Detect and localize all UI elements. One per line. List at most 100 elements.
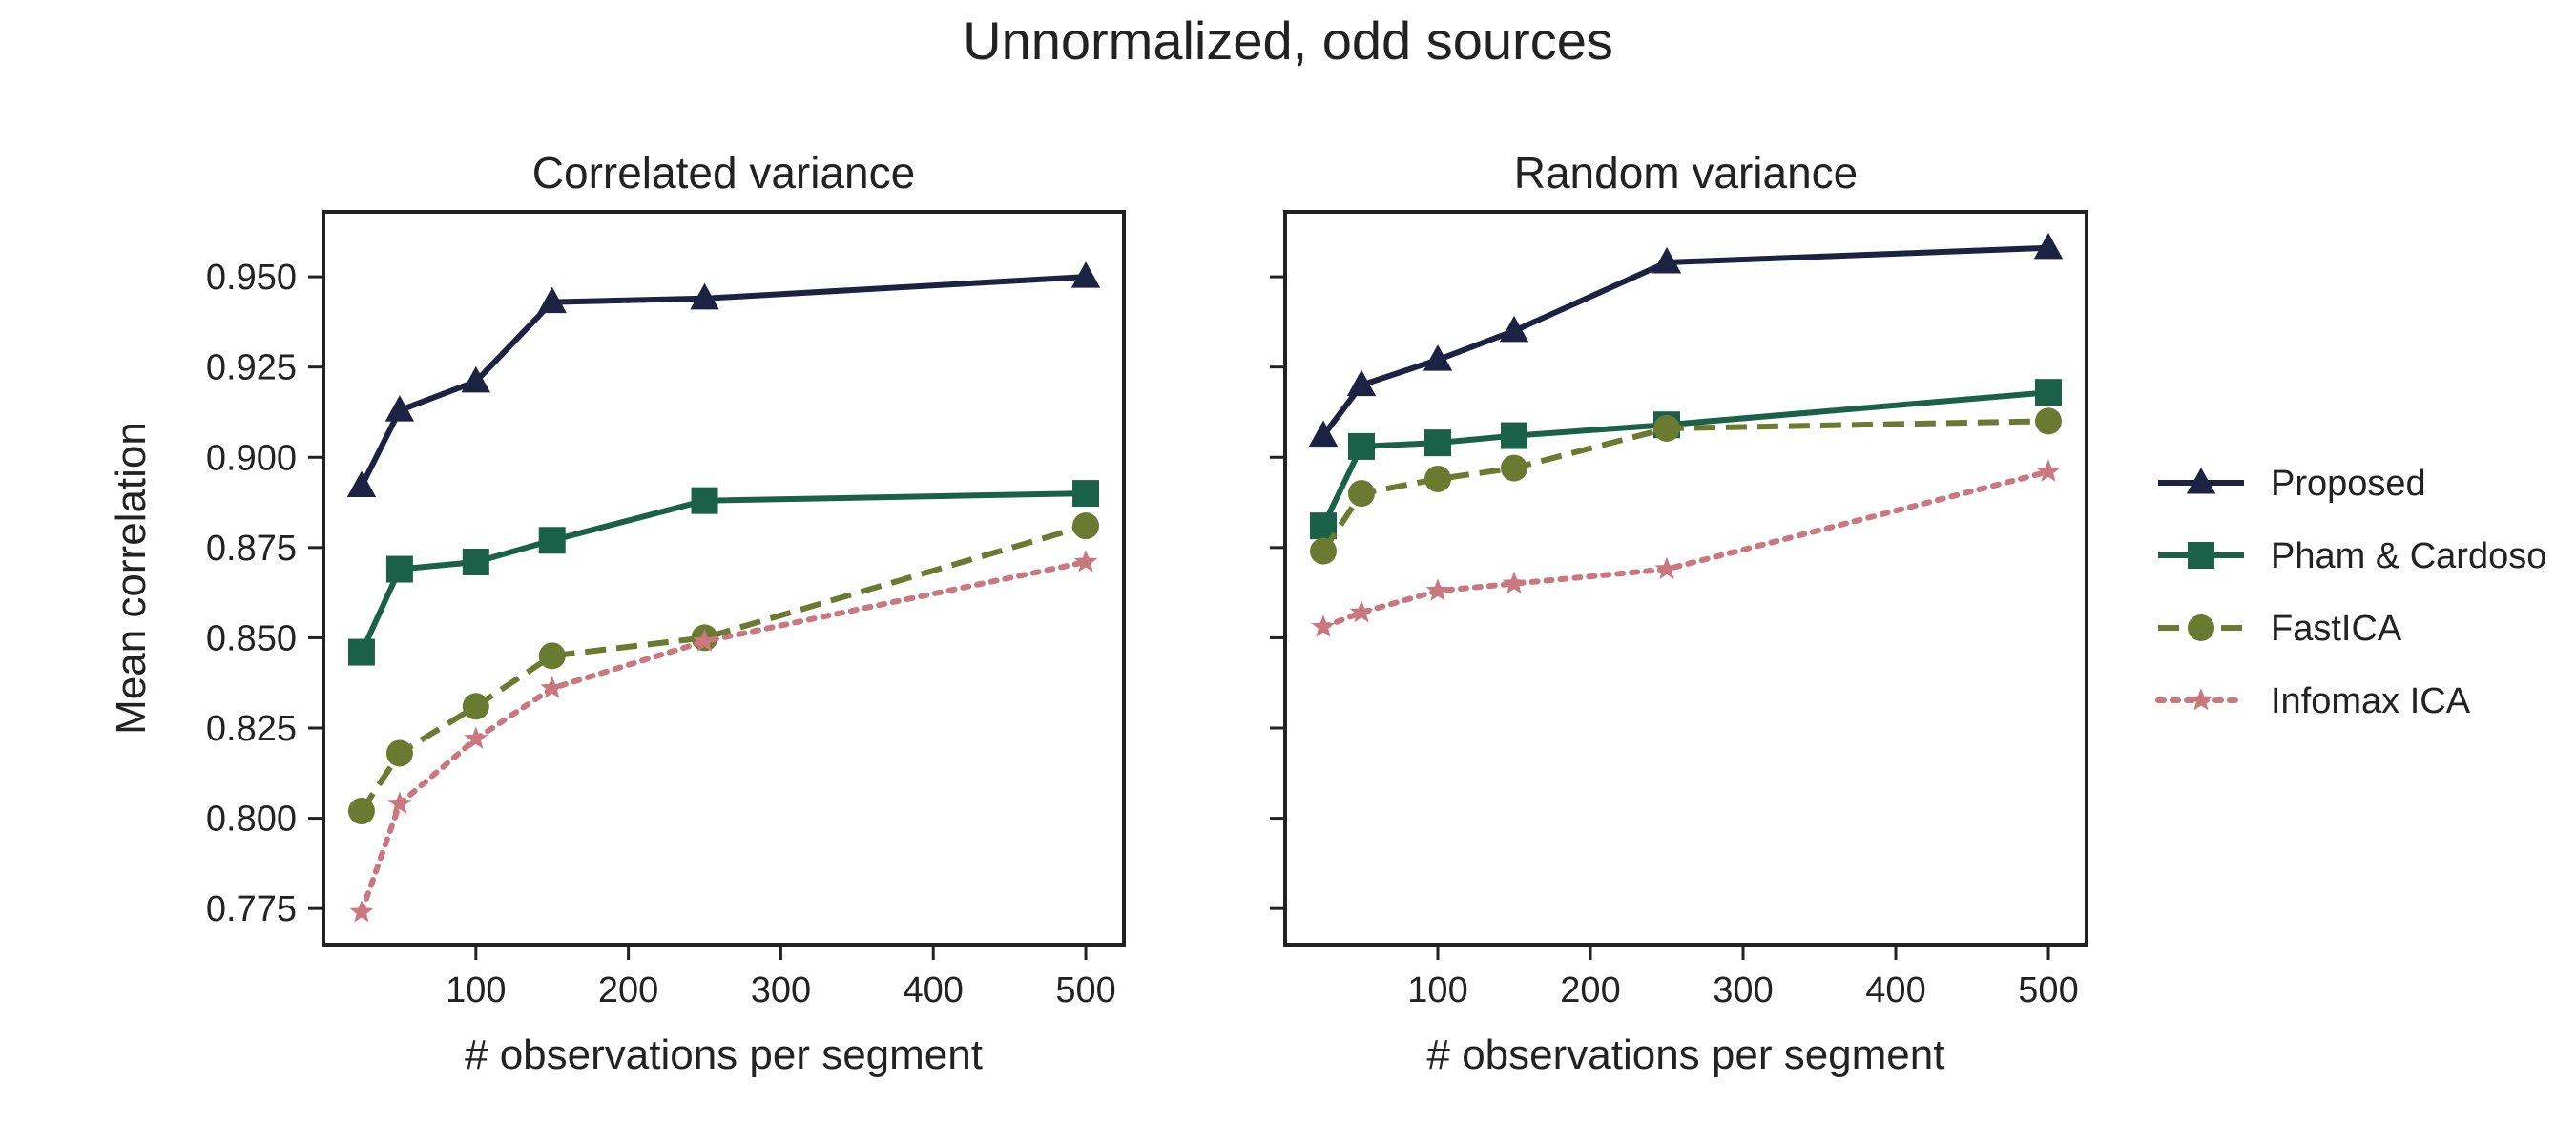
data-point — [1348, 480, 1375, 508]
data-point — [347, 638, 375, 666]
series-infomax-ica — [349, 550, 1098, 923]
data-point — [1425, 578, 1450, 601]
data-point — [387, 791, 412, 814]
data-point — [462, 693, 489, 720]
series-line — [1320, 244, 2049, 438]
legend-marker — [2188, 614, 2214, 641]
plot-frame — [322, 210, 1126, 947]
series-fastica — [1310, 407, 2062, 565]
series-proposed — [346, 261, 1101, 498]
x-tick-label: 500 — [2018, 970, 2078, 1010]
data-point — [2036, 459, 2061, 482]
series-line — [1320, 468, 2051, 631]
series-line — [359, 490, 1087, 654]
data-point — [1424, 465, 1451, 492]
x-tick-label: 300 — [1713, 970, 1773, 1010]
legend-entry: FastICA — [2158, 609, 2402, 649]
data-point — [690, 282, 719, 310]
data-point — [691, 487, 718, 514]
figure-title: Unnormalized, odd sources — [963, 10, 1613, 71]
data-point — [1501, 454, 1527, 482]
legend-label: Proposed — [2271, 464, 2426, 504]
data-point — [1349, 599, 1374, 623]
data-point — [693, 629, 717, 652]
data-point — [1311, 614, 1336, 637]
legend-entry: Proposed — [2158, 464, 2426, 504]
data-point — [464, 726, 488, 749]
data-point — [2035, 379, 2062, 406]
legend-entry: Infomax ICA — [2155, 681, 2471, 721]
x-tick-label: 500 — [1055, 970, 1115, 1010]
data-point — [1308, 420, 1339, 448]
x-tick-label: 100 — [446, 970, 506, 1010]
series-line — [1320, 418, 2049, 553]
series-fastica — [347, 512, 1100, 825]
panel-title: Random variance — [1514, 148, 1859, 198]
x-tick-label: 200 — [598, 970, 658, 1010]
data-point — [1072, 480, 1100, 508]
data-point — [385, 555, 413, 583]
y-tick-label: 0.800 — [206, 800, 297, 840]
series-pham-cardoso — [1310, 379, 2062, 540]
y-tick-label: 0.850 — [206, 618, 297, 658]
series-infomax-ica — [1311, 459, 2061, 637]
legend-entry: Pham & Cardoso — [2158, 536, 2546, 576]
data-point — [385, 739, 413, 767]
x-tick-label: 100 — [1407, 970, 1467, 1010]
data-point — [1424, 429, 1451, 457]
data-point — [537, 286, 567, 314]
data-point — [1073, 550, 1098, 572]
y-tick-label: 0.875 — [206, 529, 297, 569]
legend-label: FastICA — [2271, 609, 2402, 649]
series-proposed — [1308, 232, 2064, 448]
legend-label: Infomax ICA — [2271, 681, 2471, 721]
x-tick-label: 400 — [1865, 970, 1925, 1010]
series-line — [359, 523, 1087, 813]
data-point — [347, 798, 375, 825]
data-point — [1310, 537, 1337, 565]
y-tick-label: 0.900 — [206, 438, 297, 478]
data-point — [538, 527, 566, 554]
x-tick-label: 200 — [1560, 970, 1620, 1010]
x-tick-label: 400 — [904, 970, 964, 1010]
data-point — [1346, 369, 1377, 397]
x-axis-label: # observations per segment — [465, 1031, 983, 1078]
chart-panel-1: Correlated variance 100 200 300 400 500 0.775 0… — [108, 148, 1126, 1078]
x-tick-label: 300 — [751, 970, 811, 1010]
data-point — [538, 642, 566, 670]
legend: Proposed Pham & Cardoso FastICA Infomax ICA — [2155, 464, 2546, 721]
legend-marker — [2188, 542, 2214, 569]
legend-label: Pham & Cardoso — [2271, 536, 2546, 576]
series-line — [359, 274, 1087, 488]
y-tick-label: 0.825 — [206, 709, 297, 749]
panel-title: Correlated variance — [532, 148, 915, 198]
data-point — [1502, 571, 1527, 594]
plot-frame — [1283, 210, 2088, 947]
y-tick-label: 0.925 — [206, 348, 297, 388]
data-point — [462, 548, 489, 575]
data-point — [1654, 556, 1679, 580]
data-point — [349, 900, 374, 923]
data-point — [1348, 432, 1375, 460]
legend-marker — [2189, 688, 2213, 711]
y-axis-label: Mean correlation — [108, 422, 155, 735]
data-point — [1423, 344, 1453, 371]
data-point — [384, 395, 415, 422]
data-point — [461, 365, 491, 393]
series-line — [1320, 389, 2049, 528]
series-pham-cardoso — [347, 480, 1100, 666]
data-point — [1070, 261, 1101, 288]
data-point — [1652, 246, 1682, 274]
data-point — [346, 470, 377, 498]
data-point — [540, 676, 565, 698]
data-point — [1072, 512, 1100, 540]
x-axis-label: # observations per segment — [1427, 1031, 1945, 1078]
data-point — [2033, 232, 2064, 260]
y-tick-label: 0.775 — [206, 889, 297, 929]
chart-panel-2: Random variance 100 200 300 400 500 # observat… — [1270, 148, 2088, 1078]
data-point — [1499, 315, 1529, 343]
legend-marker — [2186, 468, 2216, 494]
y-tick-label: 0.950 — [206, 258, 297, 298]
data-point — [1501, 422, 1527, 449]
